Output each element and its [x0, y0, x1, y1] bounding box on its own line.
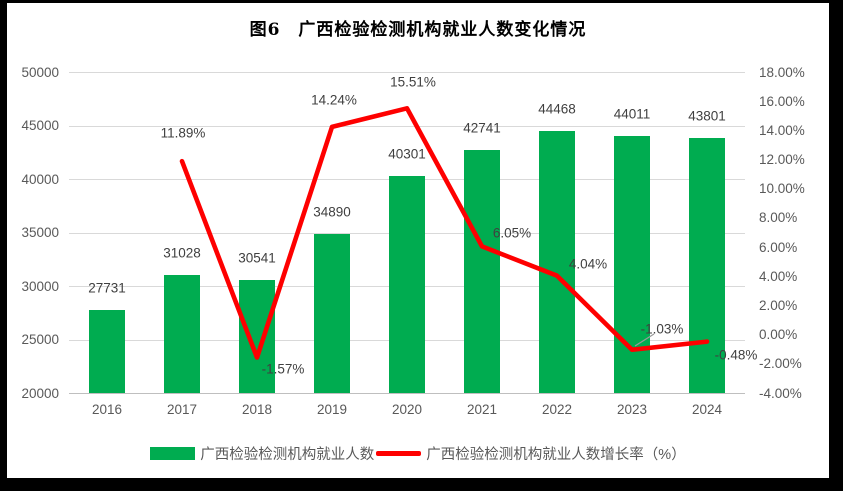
chart-title: 图6 广西检验检测机构就业人数变化情况	[249, 20, 587, 40]
bar	[614, 136, 650, 393]
gridline	[69, 393, 745, 394]
bar-value-label: 42741	[463, 120, 501, 136]
line-value-label: -1.03%	[640, 321, 684, 337]
y-axis-tick-label: 30000	[21, 278, 59, 294]
bar	[389, 175, 425, 393]
secondary-y-axis-tick-label: 16.00%	[759, 93, 805, 109]
y-axis-tick-label: 45000	[21, 118, 59, 133]
legend-bar-swatch	[150, 447, 196, 460]
plot-area: 20000 25000 30000 35000 40000 45000 50000 -4.0…	[7, 3, 829, 478]
bar-value-label: 44468	[538, 101, 576, 117]
legend-item-line: 广西检验检测机构就业人数增长率（%）	[376, 443, 686, 464]
y-axis-tick-label: 20000	[21, 385, 59, 401]
x-axis-label: 2017	[166, 402, 198, 417]
y-axis-tick-label: 35000	[21, 225, 59, 240]
gridline	[69, 72, 745, 73]
line-value-label: -0.48%	[714, 347, 758, 363]
bar-value-label: 27731	[88, 280, 126, 296]
legend-line-swatch	[376, 451, 422, 456]
bar	[89, 310, 125, 393]
secondary-y-axis-tick-label: 12.00%	[759, 152, 805, 167]
legend-line-label: 广西检验检测机构就业人数增长率（%）	[426, 447, 686, 463]
bar-value-label: 30541	[238, 250, 276, 266]
bar	[164, 275, 200, 393]
line-value-label: 14.24%	[311, 92, 357, 108]
line-value-label: -1.57%	[261, 361, 305, 376]
legend-item-bars: 广西检验检测机构就业人数	[150, 443, 374, 464]
secondary-y-axis-tick-label: 4.00%	[759, 268, 798, 284]
bar-value-label: 40301	[388, 146, 426, 162]
line-value-label: 4.04%	[568, 256, 608, 272]
line-value-label: 15.51%	[390, 74, 436, 90]
x-axis-label: 2020	[391, 402, 423, 417]
bar-value-label: 44011	[613, 106, 651, 122]
bar-value-label: 43801	[688, 108, 726, 124]
x-axis-label: 2016	[91, 402, 123, 417]
line-value-label: 6.05%	[492, 225, 532, 241]
y-axis-tick-label: 40000	[21, 171, 59, 187]
y-axis-tick-label: 25000	[21, 332, 59, 347]
secondary-y-axis-tick-label: 8.00%	[759, 210, 798, 226]
x-axis-label: 2018	[241, 402, 273, 417]
x-axis-label: 2022	[541, 402, 573, 417]
legend-bar-label: 广西检验检测机构就业人数	[200, 447, 375, 463]
secondary-y-axis-tick-label: 2.00%	[759, 298, 798, 313]
secondary-y-axis-tick-label: -4.00%	[759, 385, 802, 401]
secondary-y-axis-tick-label: 14.00%	[759, 122, 805, 138]
x-axis-label: 2019	[316, 402, 348, 417]
bar	[464, 149, 500, 393]
chart-frame: 图6 广西检验检测机构就业人数变化情况 20000 25000 30000 35000…	[7, 3, 829, 478]
secondary-y-axis-tick-label: 6.00%	[759, 239, 798, 255]
legend: 广西检验检测机构就业人数 广西检验检测机构就业人数增长率（%）	[7, 443, 829, 464]
secondary-y-axis-tick-label: 18.00%	[759, 64, 805, 80]
secondary-y-axis-tick-label: -2.00%	[759, 356, 802, 372]
secondary-y-axis-tick-label: 10.00%	[759, 181, 805, 197]
x-axis-label: 2021	[466, 402, 498, 417]
line-value-label: 11.89%	[160, 125, 206, 141]
x-axis-label: 2023	[616, 402, 648, 417]
bar	[314, 233, 350, 393]
x-axis-label: 2024	[691, 402, 723, 417]
y-axis-tick-label: 50000	[21, 64, 59, 80]
secondary-y-axis-tick-label: 0.00%	[759, 327, 798, 343]
bar-value-label: 31028	[163, 245, 201, 261]
bar-value-label: 34890	[313, 204, 351, 220]
